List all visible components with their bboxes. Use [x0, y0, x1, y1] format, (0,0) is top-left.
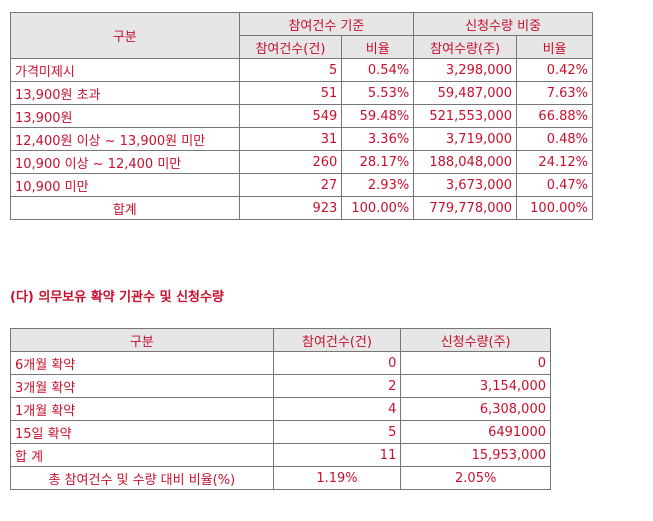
row-count: 0 — [272, 351, 402, 375]
row-ratio: 24.12% — [516, 150, 593, 174]
row-quantity: 3,673,000 — [413, 173, 518, 197]
row-quantity: 3,154,000 — [400, 374, 551, 398]
total-quantity: 779,778,000 — [413, 196, 518, 220]
section-title: (다) 의무보유 확약 기관수 및 신청수량 — [10, 290, 224, 305]
total-row: 합계 923 100.00% 779,778,000 100.00% — [10, 196, 593, 220]
lockup-commitment-table: 구분 참여건수(건) 신청수량(주) 6개월 확약 0 0 3개월 확약 2 3… — [10, 328, 551, 490]
table-row: 12,400원 이상 ~ 13,900원 미만 31 3.36% 3,719,0… — [10, 127, 593, 151]
header-subscription-share: 신청수량 비중 — [413, 12, 593, 36]
row-quantity: 188,048,000 — [413, 150, 518, 174]
total-quantity: 15,953,000 — [400, 443, 551, 467]
row-label: 3개월 확약 — [10, 374, 274, 398]
row-count: 5 — [272, 420, 402, 444]
row-label: 6개월 확약 — [10, 351, 274, 375]
header-group: 구분 — [10, 328, 274, 352]
header-group: 구분 — [10, 12, 240, 59]
total-count: 923 — [238, 196, 343, 220]
total-count: 11 — [272, 443, 402, 467]
row-ratio: 28.17% — [341, 150, 415, 174]
row-ratio: 7.63% — [516, 81, 593, 105]
row-ratio: 2.93% — [341, 173, 415, 197]
total-ratio: 100.00% — [516, 196, 593, 220]
header-ratio: 비율 — [341, 35, 415, 59]
total-ratio: 100.00% — [341, 196, 415, 220]
row-ratio: 3.36% — [341, 127, 415, 151]
header-participation-basis: 참여건수 기준 — [238, 12, 415, 36]
row-count: 51 — [238, 81, 343, 105]
row-count: 260 — [238, 150, 343, 174]
row-count: 2 — [272, 374, 402, 398]
table-row: 6개월 확약 0 0 — [10, 351, 551, 375]
header-count: 참여건수(건) — [238, 35, 343, 59]
table-row: 10,900 이상 ~ 12,400 미만 260 28.17% 188,048… — [10, 150, 593, 174]
footer-count-ratio: 1.19% — [272, 466, 402, 490]
footer-label: 총 참여건수 및 수량 대비 비율(%) — [10, 466, 274, 490]
row-label: 12,400원 이상 ~ 13,900원 미만 — [10, 127, 240, 151]
row-quantity: 0 — [400, 351, 551, 375]
row-label: 10,900 미만 — [10, 173, 240, 197]
row-label: 가격미제시 — [10, 58, 240, 82]
table-row: 3개월 확약 2 3,154,000 — [10, 374, 551, 398]
row-ratio: 59.48% — [341, 104, 415, 128]
row-quantity: 3,719,000 — [413, 127, 518, 151]
row-ratio: 66.88% — [516, 104, 593, 128]
row-label: 13,900원 초과 — [10, 81, 240, 105]
header-ratio: 비율 — [516, 35, 593, 59]
row-ratio: 0.54% — [341, 58, 415, 82]
table-row: 10,900 미만 27 2.93% 3,673,000 0.47% — [10, 173, 593, 197]
row-ratio: 5.53% — [341, 81, 415, 105]
table-row: 13,900원 초과 51 5.53% 59,487,000 7.63% — [10, 81, 593, 105]
table-row: 1개월 확약 4 6,308,000 — [10, 397, 551, 421]
row-ratio: 0.42% — [516, 58, 593, 82]
row-label: 15일 확약 — [10, 420, 274, 444]
header-count: 참여건수(건) — [272, 328, 402, 352]
row-count: 549 — [238, 104, 343, 128]
row-quantity: 521,553,000 — [413, 104, 518, 128]
row-quantity: 6491000 — [400, 420, 551, 444]
row-quantity: 3,298,000 — [413, 58, 518, 82]
demand-forecast-price-table: 구분 참여건수 기준 신청수량 비중 참여건수(건) 비율 참여수량(주) 비율… — [10, 12, 593, 220]
table-row: 15일 확약 5 6491000 — [10, 420, 551, 444]
row-ratio: 0.48% — [516, 127, 593, 151]
row-ratio: 0.47% — [516, 173, 593, 197]
row-quantity: 59,487,000 — [413, 81, 518, 105]
row-count: 31 — [238, 127, 343, 151]
header-quantity: 참여수량(주) — [413, 35, 518, 59]
row-quantity: 6,308,000 — [400, 397, 551, 421]
total-row: 합 계 11 15,953,000 — [10, 443, 551, 467]
row-count: 27 — [238, 173, 343, 197]
table-row: 가격미제시 5 0.54% 3,298,000 0.42% — [10, 58, 593, 82]
row-count: 4 — [272, 397, 402, 421]
row-label: 10,900 이상 ~ 12,400 미만 — [10, 150, 240, 174]
row-label: 13,900원 — [10, 104, 240, 128]
total-label: 합계 — [10, 196, 240, 220]
ratio-footer-row: 총 참여건수 및 수량 대비 비율(%) 1.19% 2.05% — [10, 466, 551, 490]
table-row: 13,900원 549 59.48% 521,553,000 66.88% — [10, 104, 593, 128]
footer-quantity-ratio: 2.05% — [400, 466, 551, 490]
total-label: 합 계 — [10, 443, 274, 467]
row-count: 5 — [238, 58, 343, 82]
row-label: 1개월 확약 — [10, 397, 274, 421]
header-quantity: 신청수량(주) — [400, 328, 551, 352]
